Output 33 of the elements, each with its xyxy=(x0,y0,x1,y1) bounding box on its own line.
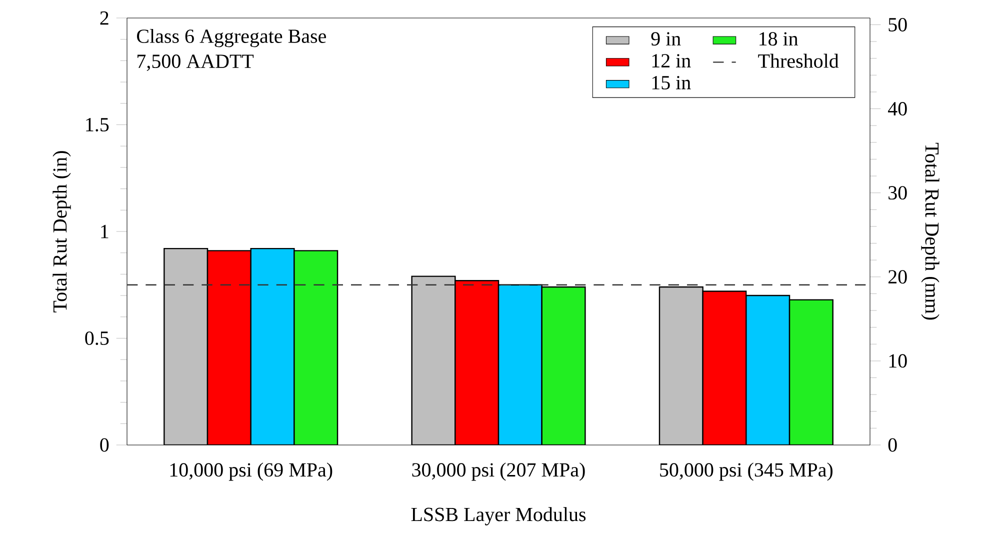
bar xyxy=(498,284,542,445)
annotation: Class 6 Aggregate Base xyxy=(137,28,326,48)
bar xyxy=(702,290,747,445)
y-tick-label: 2 xyxy=(100,11,108,25)
y-tick-label: 1 xyxy=(101,224,108,238)
annotation: 7,500 AADTT xyxy=(138,54,254,71)
y2-tick-label: 20 xyxy=(888,270,907,284)
x-tick-label: 10,000 psi (69 MPa) xyxy=(170,462,332,481)
x-tick-label: 50,000 psi (345 MPa) xyxy=(660,462,832,481)
legend-label: 18 in xyxy=(760,32,798,46)
bar xyxy=(788,299,834,445)
y2-tick-label: 40 xyxy=(888,102,907,116)
bar xyxy=(541,286,586,445)
y-tick-label: 1.5 xyxy=(86,118,109,132)
x-axis-title: LSSB Layer Modulus xyxy=(411,507,586,526)
bar xyxy=(294,250,338,445)
bar xyxy=(454,280,500,445)
y-tick-label: 0 xyxy=(100,438,109,452)
y2-tick-label: 10 xyxy=(889,354,907,368)
bar xyxy=(206,250,252,445)
y-tick-label: 0.5 xyxy=(85,331,109,346)
bar xyxy=(250,248,295,445)
legend-label: 15 in xyxy=(652,76,691,90)
y2-tick-label: 30 xyxy=(888,186,907,200)
x-tick-label: 30,000 psi (207 MPa) xyxy=(412,462,585,481)
y2-tick-label: 50 xyxy=(888,18,907,32)
legend-label: 9 in xyxy=(651,32,681,46)
y2-tick-label: 0 xyxy=(888,438,897,452)
bar xyxy=(746,294,790,445)
legend-label: 12 in xyxy=(652,54,691,68)
y-axis-title: Total Rut Depth (in) xyxy=(52,151,71,312)
legend-label: Threshold xyxy=(758,54,839,68)
y2-axis-title: Total Rut Depth (mm) xyxy=(921,142,940,320)
